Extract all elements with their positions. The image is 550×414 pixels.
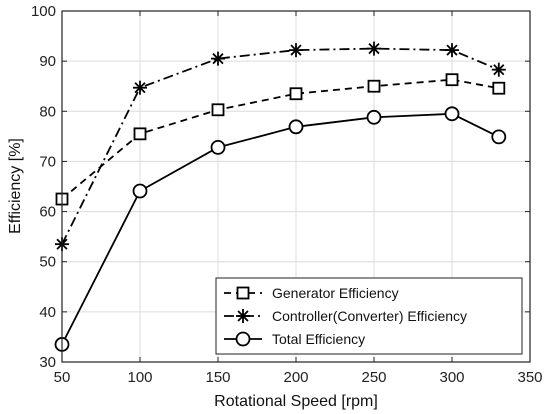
- square-marker: [211, 103, 225, 117]
- x-tick-label: 250: [361, 369, 386, 386]
- y-tick-label: 90: [39, 53, 56, 70]
- axis-ticks: 50 100 150 200 250 300 350 30 40 50 60 70 80 90 100: [31, 3, 543, 386]
- circle-marker: [491, 129, 507, 145]
- legend-label: Total Efficiency: [272, 331, 365, 347]
- y-tick-label: 70: [39, 153, 56, 170]
- marker-stroke: [446, 44, 458, 56]
- circle-marker: [288, 119, 304, 135]
- legend-circle-marker: [235, 331, 251, 347]
- x-tick-label: 300: [439, 369, 464, 386]
- asterisk-marker: [491, 62, 506, 77]
- legend-asterisk-marker: [236, 309, 250, 323]
- legend-entry: Generator Efficiency: [224, 285, 399, 301]
- y-tick-label: 60: [39, 204, 56, 221]
- series-1: [55, 41, 506, 252]
- y-tick-label: 80: [39, 103, 56, 120]
- x-tick-label: 150: [205, 369, 230, 386]
- legend: Generator Efficiency Controller(Converter…: [215, 277, 523, 355]
- marker-stroke: [290, 44, 302, 56]
- circle-marker: [210, 139, 226, 155]
- square-marker: [445, 73, 459, 87]
- legend-entry: Controller(Converter) Efficiency: [224, 308, 467, 324]
- legend-label: Controller(Converter) Efficiency: [272, 308, 467, 324]
- legend-label: Generator Efficiency: [272, 285, 399, 301]
- square-marker: [367, 79, 381, 93]
- marker-stroke: [134, 82, 146, 94]
- legend-box: [215, 277, 523, 355]
- asterisk-marker: [289, 43, 303, 58]
- circle-marker: [132, 183, 148, 199]
- y-tick-label: 100: [31, 3, 56, 20]
- asterisk-marker: [133, 80, 147, 95]
- asterisk-marker: [367, 41, 381, 56]
- series-layer: [54, 41, 507, 352]
- square-marker: [492, 81, 506, 95]
- square-marker: [133, 127, 147, 141]
- y-tick-label: 40: [39, 304, 56, 321]
- series-2: [54, 106, 507, 352]
- marker-stroke: [368, 43, 380, 55]
- x-tick-label: 350: [517, 369, 542, 386]
- x-axis-label: Rotational Speed [rpm]: [214, 393, 378, 410]
- x-tick-label: 100: [127, 369, 152, 386]
- marker-stroke: [493, 64, 505, 76]
- asterisk-marker: [445, 43, 459, 58]
- y-tick-label: 50: [39, 254, 56, 271]
- legend-entry: Total Efficiency: [224, 331, 365, 347]
- marker-stroke: [237, 310, 249, 322]
- circle-marker: [444, 106, 460, 122]
- y-axis-label: Efficiency [%]: [7, 138, 24, 234]
- marker-stroke: [212, 53, 224, 65]
- asterisk-marker: [211, 51, 225, 66]
- x-tick-label: 200: [283, 369, 308, 386]
- square-marker: [289, 87, 303, 101]
- y-tick-label: 30: [39, 354, 56, 371]
- series-0: [55, 73, 506, 206]
- circle-marker: [366, 109, 382, 125]
- x-tick-label: 50: [54, 369, 71, 386]
- legend-square-marker: [236, 286, 250, 300]
